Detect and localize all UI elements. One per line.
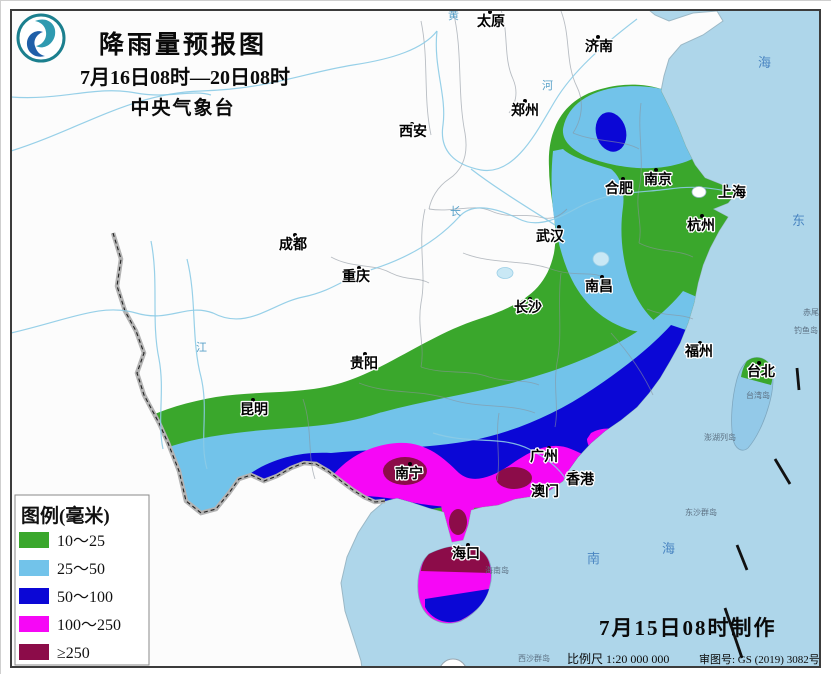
national-border-dash <box>112 232 386 514</box>
city-label-macau: 澳门 <box>531 483 559 500</box>
yellow-river-lower <box>435 18 638 172</box>
page-title: 降雨量预报图 <box>99 31 267 59</box>
han-river <box>470 168 556 226</box>
lake-taihu <box>691 186 707 198</box>
footer-block: 7月15日08时制作 比例尺 1:20 000 000 审图号: GS (201… <box>567 616 820 666</box>
hainan-blue-band <box>425 589 489 623</box>
river-label: 河 <box>542 79 553 92</box>
issued-label: 7月15日08时制作 <box>599 616 777 640</box>
city-label-nanning: 南宁 <box>395 465 423 482</box>
legend-label: 10～25 <box>57 533 105 550</box>
legend-swatch <box>19 588 49 604</box>
city-label-nanjing: 南京 <box>644 171 672 188</box>
hainan-island <box>417 545 492 624</box>
city-label-hongkong: 香港 <box>565 471 595 488</box>
city-labels: 太原 济南 郑州 西安 成都 重庆 武汉 长沙 贵阳 昆明 合肥 南京 上海 杭… <box>239 12 777 564</box>
city-label-hefei: 合肥 <box>605 180 633 197</box>
rain-blob-250-nanning <box>383 457 427 485</box>
sea-boundary-dashes <box>723 367 801 659</box>
island-label: 钓鱼岛 <box>794 325 818 335</box>
pearl-river <box>432 432 568 482</box>
sea-label: 南 <box>587 551 600 566</box>
cma-logo-icon <box>16 13 66 63</box>
rivers <box>10 18 728 482</box>
southwest-river-2 <box>150 240 164 450</box>
island-label: 赤尾屿 <box>803 308 827 317</box>
legend-title: 图例(毫米) <box>21 504 110 527</box>
city-label-changsha: 长沙 <box>514 299 542 316</box>
island-label: 东沙群岛 <box>685 507 717 517</box>
title-block: 降雨量预报图 7月16日08时—20日08时 中央气象台 <box>80 31 290 119</box>
island-label: 台湾岛 <box>746 390 770 400</box>
river-label: 长 <box>450 205 461 218</box>
legend-label: ≥250 <box>57 645 90 662</box>
city-label-shanghai: 上海 <box>718 184 746 201</box>
lake-poyang <box>592 251 610 267</box>
island-label: 海南岛 <box>485 565 509 575</box>
legend-swatch <box>19 532 49 548</box>
rain-blob-250-leizhou <box>449 509 467 535</box>
rain-channel-25-50 <box>551 149 657 332</box>
yangtze-river <box>10 186 728 334</box>
legend-label: 25～50 <box>57 561 105 578</box>
approval-label: 审图号: GS (2019) 3082号 <box>699 652 820 666</box>
island-label: 西沙群岛 <box>518 653 550 663</box>
rain-blob-50-100-north <box>595 112 627 152</box>
sea-label: 海 <box>662 541 675 556</box>
legend-box: 图例(毫米) 10～25 25～50 50～100 100～250 ≥250 <box>14 494 150 666</box>
lakes <box>496 186 707 279</box>
scale-label: 比例尺 1:20 000 000 <box>567 652 669 666</box>
sea-label: 海 <box>758 55 771 70</box>
river-label: 黄 <box>448 8 459 22</box>
city-label-zhengzhou: 郑州 <box>511 102 539 119</box>
southwest-river-1 <box>186 258 208 470</box>
rainfall-bands <box>96 84 737 542</box>
province-borders <box>302 9 694 482</box>
sea-label: 东 <box>792 213 805 228</box>
city-label-taiyuan: 太原 <box>477 13 505 30</box>
yellow-river-upper <box>10 30 438 152</box>
forecast-period: 7月16日08时—20日08时 <box>80 66 290 89</box>
city-label-xian: 西安 <box>399 123 427 140</box>
geo-labels: 海 东 南 海 黄 河 长 江 赤尾屿 钓鱼岛 台湾岛 澎湖列岛 东沙群岛 海南… <box>196 8 827 663</box>
city-label-jinan: 济南 <box>585 38 613 55</box>
city-label-nanchang: 南昌 <box>585 278 613 295</box>
city-label-chengdu: 成都 <box>279 236 307 253</box>
city-label-guangzhou: 广州 <box>530 448 558 465</box>
city-label-hangzhou: 杭州 <box>687 217 715 234</box>
legend-swatch <box>19 616 49 632</box>
river-label: 江 <box>196 341 207 354</box>
city-label-wuhan: 武汉 <box>536 228 565 245</box>
city-label-guiyang: 贵阳 <box>350 355 378 372</box>
island-label: 澎湖列岛 <box>704 432 736 442</box>
city-label-haikou: 海口 <box>452 545 480 562</box>
city-label-fuzhou: 福州 <box>684 343 713 360</box>
hainan-maroon-band <box>421 545 491 573</box>
city-dots <box>251 10 761 547</box>
agency-name: 中央气象台 <box>130 96 235 119</box>
legend-label: 50～100 <box>57 589 113 606</box>
lake-dongting <box>496 267 514 279</box>
city-label-chongqing: 重庆 <box>342 268 370 285</box>
northwest-river <box>10 90 212 99</box>
taiwan-island <box>731 357 774 451</box>
city-label-taipei: 台北 <box>747 363 775 380</box>
legend-label: 100～250 <box>57 617 121 634</box>
rain-blob-250-coast <box>496 467 532 489</box>
city-label-kunming: 昆明 <box>240 402 268 418</box>
taiwan-green-cap <box>741 357 773 385</box>
legend-swatch <box>19 560 49 576</box>
legend-swatch <box>19 644 49 660</box>
